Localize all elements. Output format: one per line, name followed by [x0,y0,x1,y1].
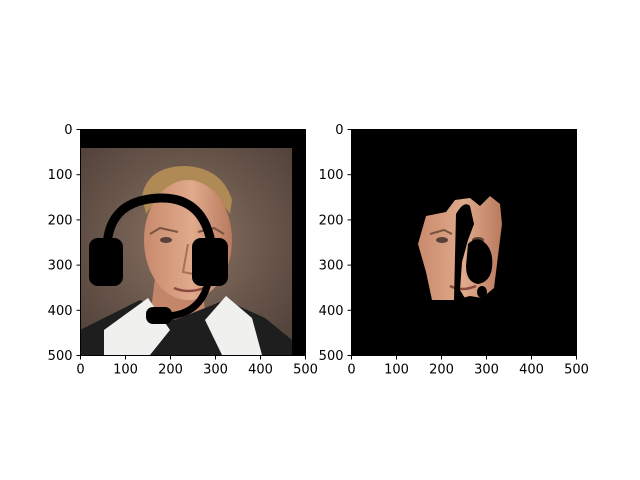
left-x-tick-label: 0 [76,363,84,378]
collar-right [205,296,262,355]
left-x-tick-label: 200 [158,363,183,378]
left-axes-frame [80,129,306,356]
segment-mask-spot [477,286,487,298]
right-x-tick-label: 400 [519,363,544,378]
right-y-tick-label: 100 [319,168,344,183]
right-image [351,129,576,355]
eyebrow-left [149,226,179,235]
left-y-tick-label: 300 [48,259,73,274]
left-x-tick-label: 400 [248,363,273,378]
right-y-tick-label: 300 [319,259,344,274]
right-x-tick-label: 100 [384,363,409,378]
segment-eye-left [436,237,448,243]
right-y-tick-label: 500 [319,349,344,364]
left-y-tick-label: 100 [48,168,73,183]
right-x-tick-label: 0 [347,363,355,378]
right-x-tick-label: 500 [564,363,589,378]
left-image [80,129,305,355]
segment-mouth [449,284,477,291]
left-y-tick-label: 0 [64,123,72,138]
right-x-tick-label: 200 [429,363,454,378]
headset-mic [146,307,172,324]
eye-left [160,237,172,243]
right-y-tick-label: 0 [335,123,343,138]
headset-mic-boom [167,281,212,320]
headset-earcup-right [192,238,228,286]
headset-earcup-left [89,238,123,286]
left-y-tick-label: 200 [48,213,73,228]
right-y-tick-label: 400 [319,304,344,319]
segment-mask-band [454,204,474,300]
left-y-tick-label: 500 [48,349,73,364]
headset-band [102,193,217,249]
right-x-tick-label: 300 [474,363,499,378]
segment-eyebrow [429,228,453,235]
right-axes-frame [351,129,577,356]
right-y-tick-label: 200 [319,213,344,228]
left-x-tick-label: 300 [203,363,228,378]
segment-mask-earcup [466,239,493,284]
left-y-tick-label: 400 [48,304,73,319]
nose [181,243,194,275]
left-x-tick-label: 500 [293,363,318,378]
left-x-tick-label: 100 [113,363,138,378]
mouth [173,286,205,293]
